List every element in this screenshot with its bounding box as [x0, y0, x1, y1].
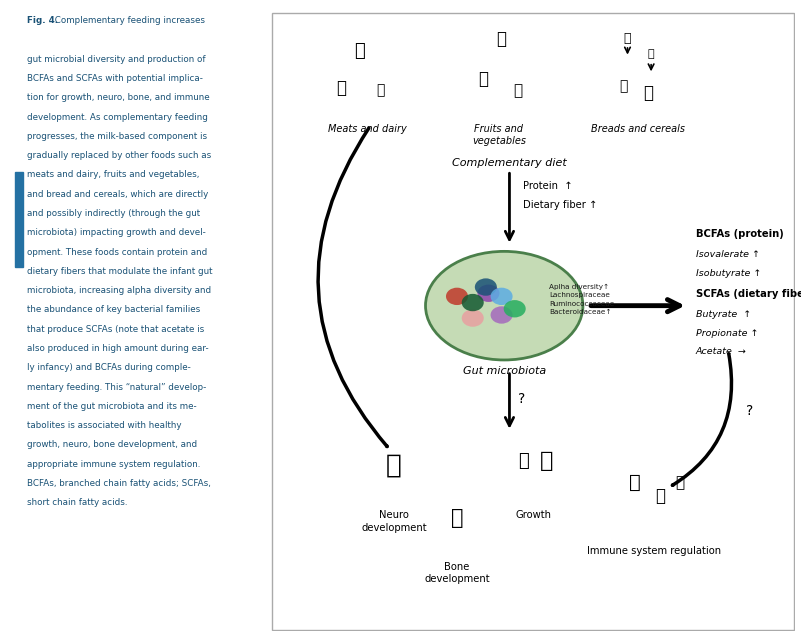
Text: ment of the gut microbiota and its me-: ment of the gut microbiota and its me-	[27, 402, 197, 411]
Text: 🍎: 🍎	[478, 70, 489, 88]
Text: BCFAs (protein): BCFAs (protein)	[696, 230, 783, 239]
Text: microbiota) impacting growth and devel-: microbiota) impacting growth and devel-	[27, 228, 206, 237]
Text: BCFAs, branched chain fatty acids; SCFAs,: BCFAs, branched chain fatty acids; SCFAs…	[27, 479, 211, 488]
Text: Complementary diet: Complementary diet	[452, 158, 567, 168]
Text: Fruits and
vegetables: Fruits and vegetables	[472, 124, 526, 146]
Ellipse shape	[461, 309, 484, 327]
Text: 🧂: 🧂	[624, 32, 631, 46]
Text: development. As complementary feeding: development. As complementary feeding	[27, 113, 208, 122]
Text: Meats and dairy: Meats and dairy	[328, 124, 407, 134]
Text: 🧂: 🧂	[648, 50, 654, 59]
Text: Complementary feeding increases: Complementary feeding increases	[52, 16, 205, 25]
Text: gradually replaced by other foods such as: gradually replaced by other foods such a…	[27, 151, 211, 160]
Text: microbiota, increasing alpha diversity and: microbiota, increasing alpha diversity a…	[27, 286, 211, 295]
FancyArrowPatch shape	[673, 354, 731, 485]
Text: 🍌: 🍌	[513, 83, 522, 98]
Text: short chain fatty acids.: short chain fatty acids.	[27, 498, 127, 507]
Text: the abundance of key bacterial families: the abundance of key bacterial families	[27, 305, 200, 314]
Text: that produce SCFAs (note that acetate is: that produce SCFAs (note that acetate is	[27, 325, 204, 334]
Text: Fig. 4.: Fig. 4.	[27, 16, 58, 25]
Ellipse shape	[490, 287, 513, 305]
Ellipse shape	[477, 285, 500, 302]
Text: Bone
development: Bone development	[425, 562, 489, 584]
Ellipse shape	[504, 300, 525, 318]
Text: meats and dairy, fruits and vegetables,: meats and dairy, fruits and vegetables,	[27, 170, 199, 179]
Text: dietary fibers that modulate the infant gut: dietary fibers that modulate the infant …	[27, 267, 212, 276]
Text: 🦠: 🦠	[675, 475, 685, 490]
Text: SCFAs (dietary fiber): SCFAs (dietary fiber)	[696, 289, 801, 299]
Text: 🦴: 🦴	[451, 509, 463, 529]
Text: Gut microbiota: Gut microbiota	[463, 367, 545, 376]
Text: growth, neuro, bone development, and: growth, neuro, bone development, and	[27, 440, 197, 449]
Text: ?: ?	[746, 404, 753, 418]
Text: and bread and cereals, which are directly: and bread and cereals, which are directl…	[27, 190, 208, 199]
Text: and possibly indirectly (through the gut: and possibly indirectly (through the gut	[27, 209, 200, 218]
Text: tion for growth, neuro, bone, and immune: tion for growth, neuro, bone, and immune	[27, 93, 210, 102]
Text: 🧀: 🧀	[355, 42, 365, 60]
Ellipse shape	[446, 287, 468, 305]
Text: Growth: Growth	[515, 511, 551, 520]
Text: 🦠: 🦠	[655, 487, 665, 505]
Text: 👶: 👶	[518, 452, 529, 470]
Text: Isovalerate ↑: Isovalerate ↑	[696, 250, 759, 259]
Text: Butyrate  ↑: Butyrate ↑	[696, 310, 751, 319]
Text: Isobutyrate ↑: Isobutyrate ↑	[696, 269, 761, 278]
Text: Neuro
development: Neuro development	[361, 511, 427, 533]
Text: gut microbial diversity and production of: gut microbial diversity and production o…	[27, 55, 206, 64]
Text: opment. These foods contain protein and: opment. These foods contain protein and	[27, 248, 207, 257]
Text: Immune system regulation: Immune system regulation	[586, 546, 721, 556]
Text: 🥩: 🥩	[336, 80, 347, 98]
Text: BCFAs and SCFAs with potential implica-: BCFAs and SCFAs with potential implica-	[27, 74, 203, 83]
Text: 🥛: 🥛	[376, 84, 385, 97]
Text: mentary feeding. This “natural” develop-: mentary feeding. This “natural” develop-	[27, 383, 207, 392]
Text: ?: ?	[518, 392, 525, 406]
Bar	[15, 172, 23, 267]
FancyArrowPatch shape	[318, 128, 387, 446]
Ellipse shape	[490, 306, 513, 323]
Text: tabolites is associated with healthy: tabolites is associated with healthy	[27, 421, 182, 430]
Text: Acetate  →: Acetate →	[696, 347, 747, 356]
Text: 🌾: 🌾	[619, 80, 627, 94]
Text: 🦠: 🦠	[630, 473, 642, 492]
Text: Protein  ↑: Protein ↑	[522, 181, 572, 191]
Text: Propionate ↑: Propionate ↑	[696, 329, 759, 338]
Text: 🍞: 🍞	[643, 84, 654, 102]
Text: 🧠: 🧠	[386, 452, 402, 478]
Text: appropriate immune system regulation.: appropriate immune system regulation.	[27, 460, 200, 469]
Text: Aplha diversity↑
Lachnospiraceae
Ruminococcaceae
Bacteroidaceae↑: Aplha diversity↑ Lachnospiraceae Ruminoc…	[549, 284, 614, 315]
Text: ly infancy) and BCFAs during comple-: ly infancy) and BCFAs during comple-	[27, 363, 191, 372]
Text: 🥕: 🥕	[497, 30, 506, 48]
Text: Breads and cereals: Breads and cereals	[591, 124, 685, 134]
Ellipse shape	[475, 278, 497, 296]
Text: progresses, the milk-based component is: progresses, the milk-based component is	[27, 132, 207, 141]
Ellipse shape	[425, 251, 583, 360]
Text: 🧒: 🧒	[540, 451, 553, 471]
Text: also produced in high amount during ear-: also produced in high amount during ear-	[27, 344, 209, 353]
Text: Dietary fiber ↑: Dietary fiber ↑	[522, 199, 597, 210]
Ellipse shape	[461, 294, 484, 311]
